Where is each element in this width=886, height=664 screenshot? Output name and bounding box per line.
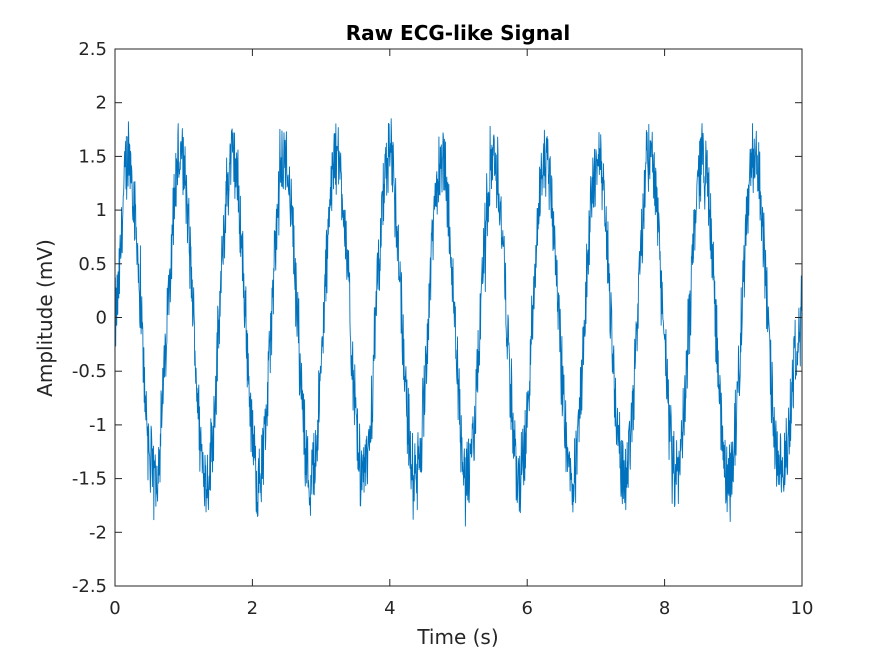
y-axis: -2.5 -2 -1.5 -1 -0.5 0 0.5 1 1.5 2 2.5 [72,39,802,597]
signal-line [114,118,803,527]
x-tick-label: 4 [384,598,395,619]
y-tick-label: -2 [89,522,107,543]
y-tick-label: -1.5 [72,469,107,490]
y-tick-label: 1 [96,200,107,221]
y-tick-label: -0.5 [72,361,107,382]
y-axis-label: Amplitude (mV) [33,239,57,397]
chart-title: Raw ECG-like Signal [346,21,571,45]
y-tick-label: 0 [96,308,107,329]
y-tick-label: 1.5 [78,146,107,167]
y-tick-label: 0.5 [78,254,107,275]
y-tick-label: 2.5 [78,39,107,60]
y-tick-label: 2 [96,93,107,114]
x-tick-label: 0 [109,598,120,619]
plot-area [114,48,803,587]
x-tick-label: 8 [659,598,670,619]
y-tick-label: -1 [89,415,107,436]
x-tick-label: 2 [247,598,258,619]
signal-layer [114,118,803,527]
x-tick-label: 6 [521,598,532,619]
x-tick-label: 10 [791,598,814,619]
y-tick-label: -2.5 [72,576,107,597]
x-axis: 0 2 4 6 8 10 [109,49,813,619]
x-axis-label: Time (s) [416,625,498,649]
